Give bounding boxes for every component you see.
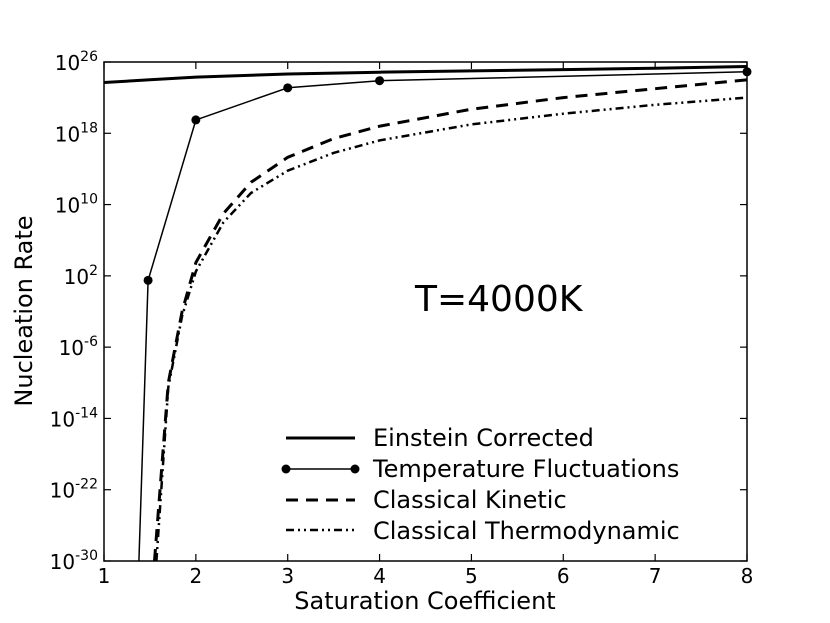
x-tick-label: 5: [465, 564, 478, 588]
legend-label-einstein-corrected: Einstein Corrected: [373, 424, 594, 452]
x-tick-label: 6: [557, 564, 570, 588]
data-point-marker: [375, 76, 385, 86]
data-point-marker: [143, 275, 153, 285]
y-tick-labels: 1026 1018 1010 102 10-6 10-14 10-22 10-30: [50, 49, 98, 574]
y-tick-label: 10-22: [50, 477, 98, 503]
temperature-annotation: T=4000K: [414, 279, 584, 320]
x-tick-label: 1: [98, 564, 111, 588]
legend-label-classical-thermodynamic: Classical Thermodynamic: [373, 517, 680, 545]
series-layer: [104, 65, 752, 561]
legend-marker-left: [281, 464, 291, 474]
data-point-marker: [191, 115, 201, 125]
x-tick-labels: 1 2 3 4 5 6 7 8: [98, 564, 754, 588]
legend-label-temperature-fluctuations: Temperature Fluctuations: [372, 455, 679, 483]
y-tick-label: 1010: [55, 192, 98, 218]
legend: Einstein Corrected Temperature Fluctuati…: [281, 424, 680, 545]
series-line-classical-kinetic: [153, 78, 747, 561]
y-tick-label: 1026: [55, 49, 98, 75]
series-line-einstein-corrected: [104, 65, 747, 84]
x-tick-label: 8: [741, 564, 754, 588]
y-tick-label: 1018: [55, 120, 98, 146]
legend-label-classical-kinetic: Classical Kinetic: [373, 486, 567, 514]
series-line-temperature-fluctuations: [138, 71, 747, 561]
x-tick-label: 7: [649, 564, 662, 588]
plot-frame: [103, 61, 748, 562]
x-axis-title: Saturation Coefficient: [294, 587, 555, 615]
y-tick-label: 102: [64, 263, 98, 289]
y-axis-title: Nucleation Rate: [10, 215, 38, 406]
y-tick-label: 10-14: [50, 405, 98, 431]
y-tick-label: 10-30: [50, 548, 98, 574]
series-line-classical-thermodynamic: [155, 96, 747, 561]
x-tick-label: 2: [189, 564, 202, 588]
x-tick-label: 4: [373, 564, 386, 588]
y-tick-label: 10-6: [59, 334, 99, 360]
x-tick-label: 3: [281, 564, 294, 588]
legend-marker-right: [350, 464, 360, 474]
data-point-marker: [283, 83, 293, 93]
